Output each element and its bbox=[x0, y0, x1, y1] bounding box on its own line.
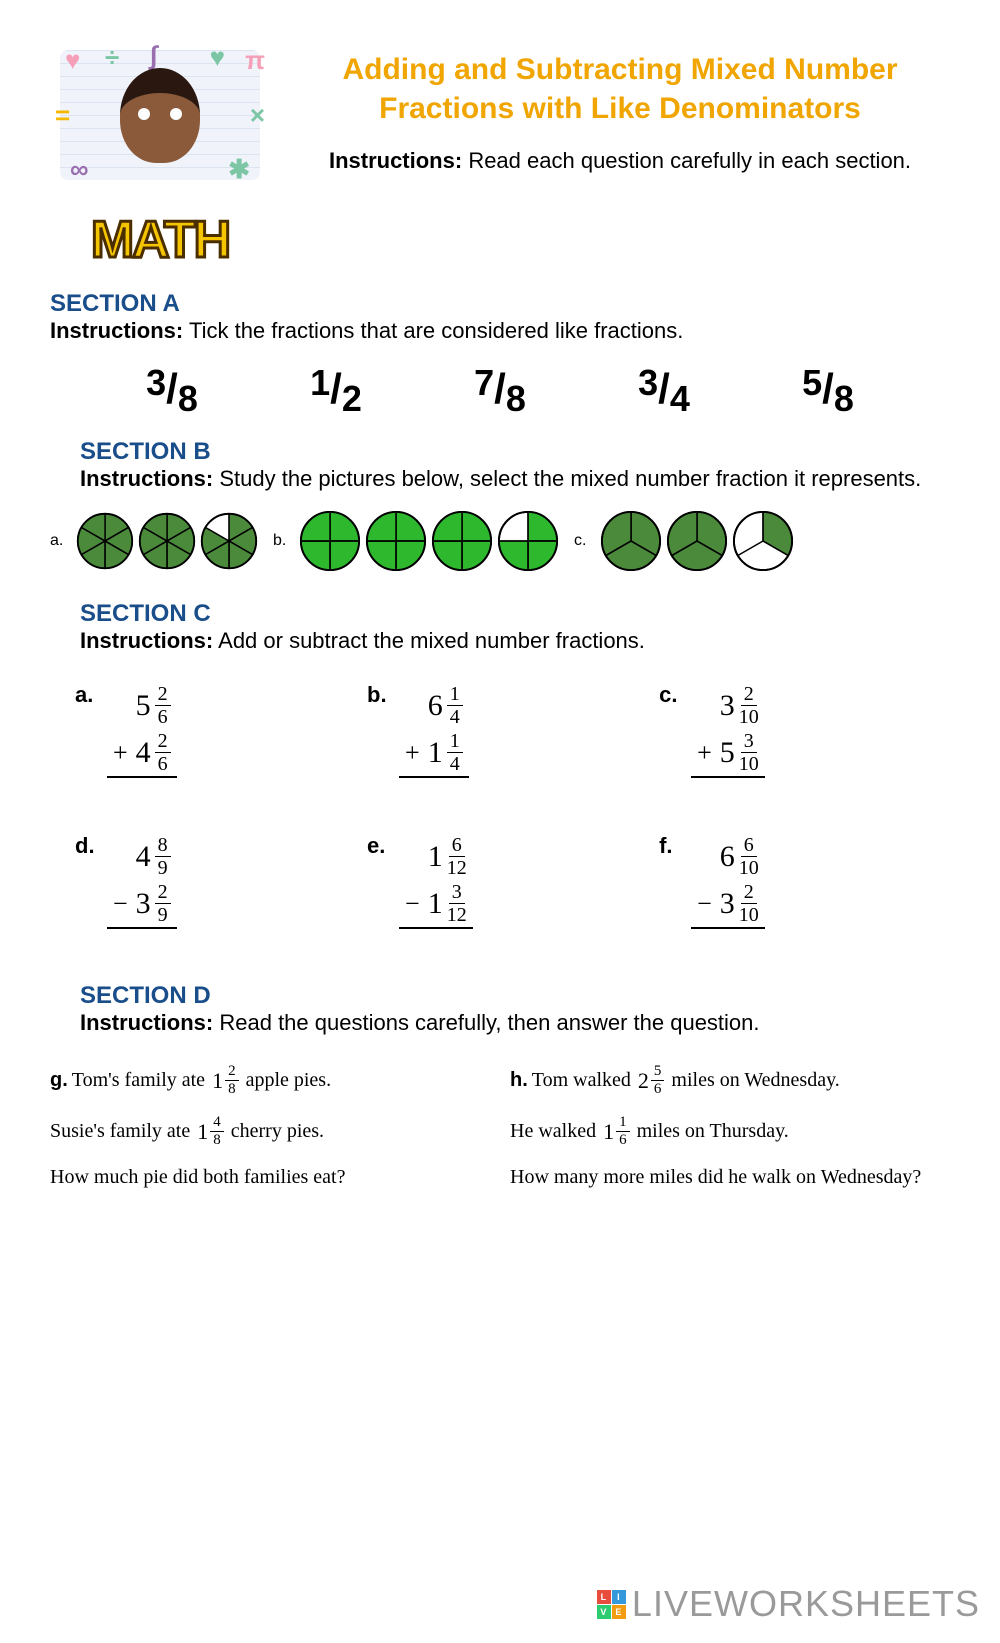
instructions-label: Instructions: bbox=[50, 318, 183, 343]
problem-label: h. bbox=[510, 1069, 528, 1092]
instructions-text: Tick the fractions that are considered l… bbox=[189, 318, 683, 343]
worksheet-page: ♥ ÷ ∫ ♥ π = × ∞ ✱ MATH Adding and Subtra… bbox=[0, 0, 1000, 1207]
live-badge-icon: L I V E bbox=[597, 1590, 626, 1619]
liveworksheets-watermark: L I V E LIVEWORKSHEETS bbox=[597, 1583, 980, 1625]
fraction-options-row: 3/8 1/2 7/8 3/4 5/8 bbox=[50, 362, 950, 430]
section-b-heading: SECTION B bbox=[80, 438, 950, 466]
fraction-option[interactable]: 3/8 bbox=[146, 362, 198, 420]
item-label: c. bbox=[574, 532, 592, 550]
instructions-label: Instructions: bbox=[80, 466, 213, 491]
fraction-option[interactable]: 3/4 bbox=[638, 362, 690, 420]
math-word: MATH bbox=[91, 210, 229, 270]
instructions-label: Instructions: bbox=[80, 1010, 213, 1035]
arithmetic-problem[interactable]: f.6610−3210 bbox=[649, 823, 941, 974]
section-d-instructions: Instructions: Read the questions careful… bbox=[80, 1010, 950, 1036]
fraction-circle-group[interactable]: c. bbox=[574, 510, 794, 572]
section-c-heading: SECTION C bbox=[80, 600, 950, 628]
problem-label: e. bbox=[367, 833, 399, 859]
word-problem[interactable]: h. Tom walked256miles on Wednesday.He wa… bbox=[510, 1064, 950, 1207]
arithmetic-problems-grid: a.526+426b.614+114c.3210+5310d.489−329e.… bbox=[50, 672, 950, 974]
fraction-option[interactable]: 1/2 bbox=[310, 362, 362, 420]
heart-icon: ♥ bbox=[210, 42, 225, 73]
arithmetic-problem[interactable]: c.3210+5310 bbox=[649, 672, 941, 823]
problem-label: a. bbox=[75, 682, 107, 708]
instructions-text: Add or subtract the mixed number fractio… bbox=[218, 628, 645, 653]
arithmetic-problem[interactable]: d.489−329 bbox=[65, 823, 357, 974]
instructions-text: Read the questions carefully, then answe… bbox=[219, 1010, 759, 1035]
math-logo: ♥ ÷ ∫ ♥ π = × ∞ ✱ MATH bbox=[50, 40, 270, 260]
divide-icon: ÷ bbox=[105, 42, 119, 73]
arithmetic-problem[interactable]: a.526+426 bbox=[65, 672, 357, 823]
instructions-text: Read each question carefully in each sec… bbox=[468, 148, 911, 173]
instructions-label: Instructions: bbox=[80, 628, 213, 653]
instructions-text: Study the pictures below, select the mix… bbox=[219, 466, 921, 491]
pi-icon: π bbox=[245, 45, 265, 76]
word-problem[interactable]: g. Tom's family ate128apple pies.Susie's… bbox=[50, 1064, 490, 1207]
asterisk-icon: ✱ bbox=[228, 154, 250, 185]
section-b-instructions: Instructions: Study the pictures below, … bbox=[80, 466, 950, 492]
watermark-text: LIVEWORKSHEETS bbox=[632, 1583, 980, 1625]
problem-label: f. bbox=[659, 833, 691, 859]
section-a-instructions: Instructions: Tick the fractions that ar… bbox=[50, 318, 950, 344]
problem-label: d. bbox=[75, 833, 107, 859]
item-label: a. bbox=[50, 532, 68, 550]
word-problems-row: g. Tom's family ate128apple pies.Susie's… bbox=[50, 1054, 950, 1207]
page-title: Adding and Subtracting Mixed Number Frac… bbox=[290, 50, 950, 128]
instructions-label: Instructions: bbox=[329, 148, 462, 173]
equals-icon: = bbox=[55, 100, 70, 131]
problem-label: b. bbox=[367, 682, 399, 708]
fraction-circle-group[interactable]: b. bbox=[273, 510, 559, 572]
item-label: b. bbox=[273, 532, 291, 550]
fraction-option[interactable]: 7/8 bbox=[474, 362, 526, 420]
fraction-option[interactable]: 5/8 bbox=[802, 362, 854, 420]
fraction-circle-group[interactable]: a. bbox=[50, 512, 258, 570]
main-instructions: Instructions: Read each question careful… bbox=[290, 148, 950, 174]
arithmetic-problem[interactable]: b.614+114 bbox=[357, 672, 649, 823]
arithmetic-problem[interactable]: e.1612−1312 bbox=[357, 823, 649, 974]
avatar-face bbox=[120, 68, 200, 163]
problem-label: g. bbox=[50, 1069, 68, 1092]
heart-icon: ♥ bbox=[65, 45, 80, 76]
title-block: Adding and Subtracting Mixed Number Frac… bbox=[290, 40, 950, 174]
fraction-circles-row: a. b. c. bbox=[50, 510, 950, 592]
times-icon: × bbox=[250, 100, 265, 131]
integral-icon: ∫ bbox=[150, 40, 157, 71]
header: ♥ ÷ ∫ ♥ π = × ∞ ✱ MATH Adding and Subtra… bbox=[50, 40, 950, 260]
section-d-heading: SECTION D bbox=[80, 982, 950, 1010]
section-a-heading: SECTION A bbox=[50, 290, 950, 318]
section-c-instructions: Instructions: Add or subtract the mixed … bbox=[80, 628, 950, 654]
infinity-icon: ∞ bbox=[70, 154, 89, 185]
problem-label: c. bbox=[659, 682, 691, 708]
